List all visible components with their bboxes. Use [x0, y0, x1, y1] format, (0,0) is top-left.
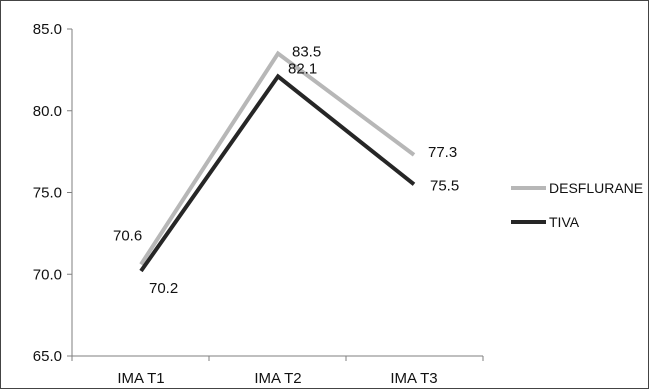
x-tick-label: IMA T1 [117, 370, 164, 387]
legend-label: DESFLURANE [549, 180, 643, 196]
data-label: 75.5 [430, 177, 459, 194]
axes: 65.0 70.0 75.0 80.0 85.0 IMA T1 IMA T2 IMA T3 [33, 21, 483, 387]
x-tick-label: IMA T3 [390, 370, 437, 387]
y-tick-label: 65.0 [33, 348, 62, 365]
x-tick-label: IMA T2 [254, 370, 301, 387]
data-label: 70.6 [113, 227, 142, 244]
data-label: 77.3 [428, 144, 457, 161]
legend-label: TIVA [549, 214, 580, 230]
y-tick-label: 70.0 [33, 266, 62, 283]
data-label: 70.2 [149, 280, 178, 297]
y-tick-label: 85.0 [33, 21, 62, 38]
series-line-desflurane [141, 54, 414, 265]
legend: DESFLURANE TIVA [511, 180, 643, 230]
series-lines [141, 53, 414, 271]
series-line-tiva [141, 76, 414, 271]
y-tick-label: 75.0 [33, 185, 62, 202]
data-label: 83.5 [292, 44, 321, 61]
data-label: 82.1 [288, 60, 317, 77]
y-tick-label: 80.0 [33, 103, 62, 120]
